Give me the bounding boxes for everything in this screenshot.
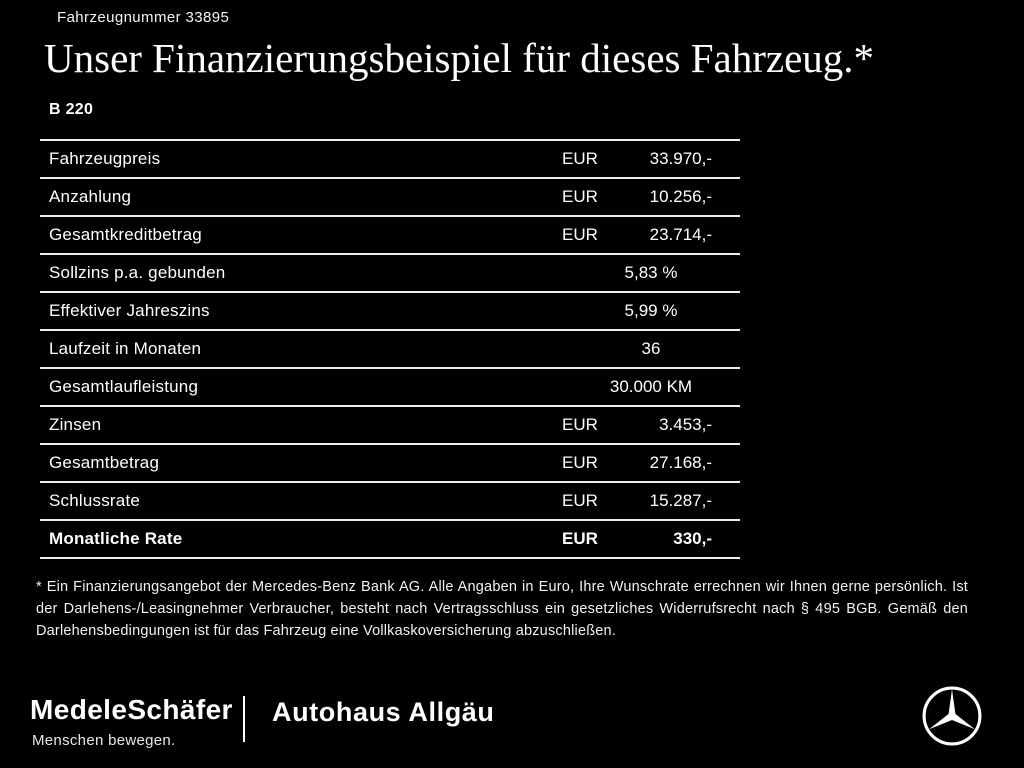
row-value: 33.970,- xyxy=(649,149,712,168)
table-row: Schlussrate EUR 15.287,- xyxy=(40,483,740,521)
row-label: Sollzins p.a. gebunden xyxy=(49,263,226,282)
table-row: Anzahlung EUR 10.256,- xyxy=(40,179,740,217)
row-value: 5,99 % xyxy=(624,301,678,320)
table-row: Gesamtkreditbetrag EUR 23.714,- xyxy=(40,217,740,255)
row-value: 27.168,- xyxy=(649,453,712,472)
row-value: 23.714,- xyxy=(649,225,712,244)
row-value: 5,83 % xyxy=(624,263,678,282)
financing-table: Fahrzeugpreis EUR 33.970,- Anzahlung EUR… xyxy=(40,139,740,559)
row-label: Laufzeit in Monaten xyxy=(49,339,202,358)
row-value: 36 xyxy=(641,339,661,358)
row-value: 30.000 KM xyxy=(609,377,693,396)
row-currency: EUR xyxy=(562,491,598,510)
row-label: Zinsen xyxy=(49,415,102,434)
table-row: Effektiver Jahreszins 5,99 % xyxy=(40,293,740,331)
table-row: Zinsen EUR 3.453,- xyxy=(40,407,740,445)
row-currency: EUR xyxy=(562,149,598,168)
table-row: Laufzeit in Monaten 36 xyxy=(40,331,740,369)
row-currency: EUR xyxy=(562,529,598,548)
row-value: 15.287,- xyxy=(649,491,712,510)
row-label: Schlussrate xyxy=(49,491,141,510)
dealer-logo-autohaus-allgaeu: Autohaus Allgäu xyxy=(272,697,495,727)
table-row: Gesamtlaufleistung 30.000 KM xyxy=(40,369,740,407)
row-label: Gesamtbetrag xyxy=(49,453,160,472)
dealer-tagline: Menschen bewegen. xyxy=(32,732,176,749)
table-row: Sollzins p.a. gebunden 5,83 % xyxy=(40,255,740,293)
row-label: Monatliche Rate xyxy=(49,529,183,548)
row-currency: EUR xyxy=(562,225,598,244)
footer-divider xyxy=(243,696,245,742)
vehicle-number: Fahrzeugnummer 33895 xyxy=(57,9,230,26)
vehicle-model: B 220 xyxy=(49,101,94,118)
table-row: Gesamtbetrag EUR 27.168,- xyxy=(40,445,740,483)
row-value: 3.453,- xyxy=(659,415,712,434)
row-currency: EUR xyxy=(562,187,598,206)
legal-footnote: * Ein Finanzierungsangebot der Mercedes-… xyxy=(36,579,968,639)
row-value: 330,- xyxy=(673,529,712,548)
dealer-logo-medele-schaefer: MedeleSchäfer xyxy=(30,694,233,725)
row-currency: EUR xyxy=(562,415,598,434)
table-row-monthly-rate: Monatliche Rate EUR 330,- xyxy=(40,521,740,559)
row-currency: EUR xyxy=(562,453,598,472)
mercedes-star-icon xyxy=(921,685,983,747)
row-label: Gesamtkreditbetrag xyxy=(49,225,202,244)
row-label: Effektiver Jahreszins xyxy=(49,301,210,320)
page-title: Unser Finanzierungsbeispiel für dieses F… xyxy=(44,35,875,81)
row-value: 10.256,- xyxy=(649,187,712,206)
row-label: Anzahlung xyxy=(49,187,132,206)
table-row: Fahrzeugpreis EUR 33.970,- xyxy=(40,141,740,179)
row-label: Fahrzeugpreis xyxy=(49,149,161,168)
row-label: Gesamtlaufleistung xyxy=(49,377,199,396)
